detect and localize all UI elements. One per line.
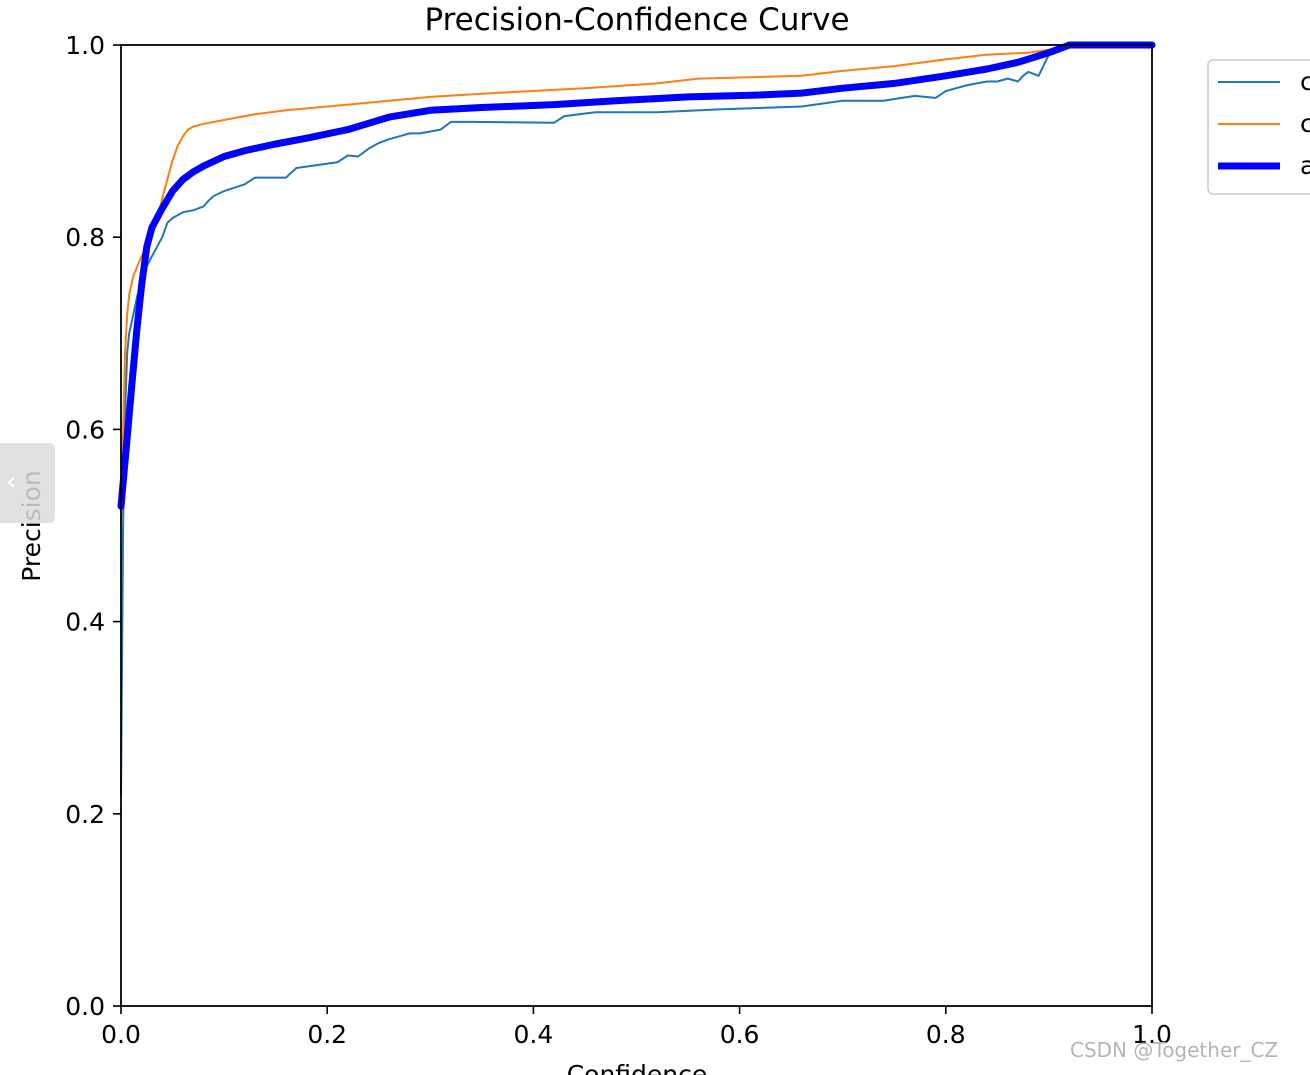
x-tick-label: 0.6 [720, 1020, 760, 1049]
previous-image-tab[interactable]: ‹ [0, 443, 55, 523]
chart-title: Precision-Confidence Curve [424, 2, 849, 38]
y-tick-label: 0.2 [65, 800, 105, 829]
legend: cca [1207, 59, 1310, 195]
series-line-2 [117, 41, 1156, 510]
x-tick-label: 0.8 [926, 1020, 966, 1049]
plot-frame [120, 44, 1153, 1007]
legend-label-0: c [1300, 67, 1310, 96]
y-tick-label: 1.0 [65, 31, 105, 60]
y-axis-ticks: 0.0 0.2 0.4 0.6 0.8 1.0 [65, 31, 121, 1021]
legend-label-2: a [1300, 151, 1310, 180]
y-tick-label: 0.4 [65, 608, 105, 637]
series-layer [117, 41, 1156, 796]
series-line-1 [120, 44, 1153, 527]
chevron-left-icon: ‹ [6, 467, 17, 497]
series-line-0 [120, 44, 1153, 796]
x-tick-label: 0.0 [101, 1020, 141, 1049]
x-tick-label: 0.2 [307, 1020, 347, 1049]
x-tick-label: 0.4 [514, 1020, 554, 1049]
y-tick-label: 0.8 [65, 223, 105, 252]
y-tick-label: 0.0 [65, 992, 105, 1021]
y-tick-label: 0.6 [65, 415, 105, 444]
x-axis-label: Confidence [567, 1060, 708, 1075]
watermark: CSDN @Together_CZ [1070, 1038, 1279, 1062]
x-axis-ticks: 0.0 0.2 0.4 0.6 0.8 1.0 [101, 1006, 1172, 1049]
legend-box [1207, 59, 1310, 195]
legend-label-1: c [1300, 109, 1310, 138]
x-tick-label: 1.0 [1132, 1020, 1172, 1049]
